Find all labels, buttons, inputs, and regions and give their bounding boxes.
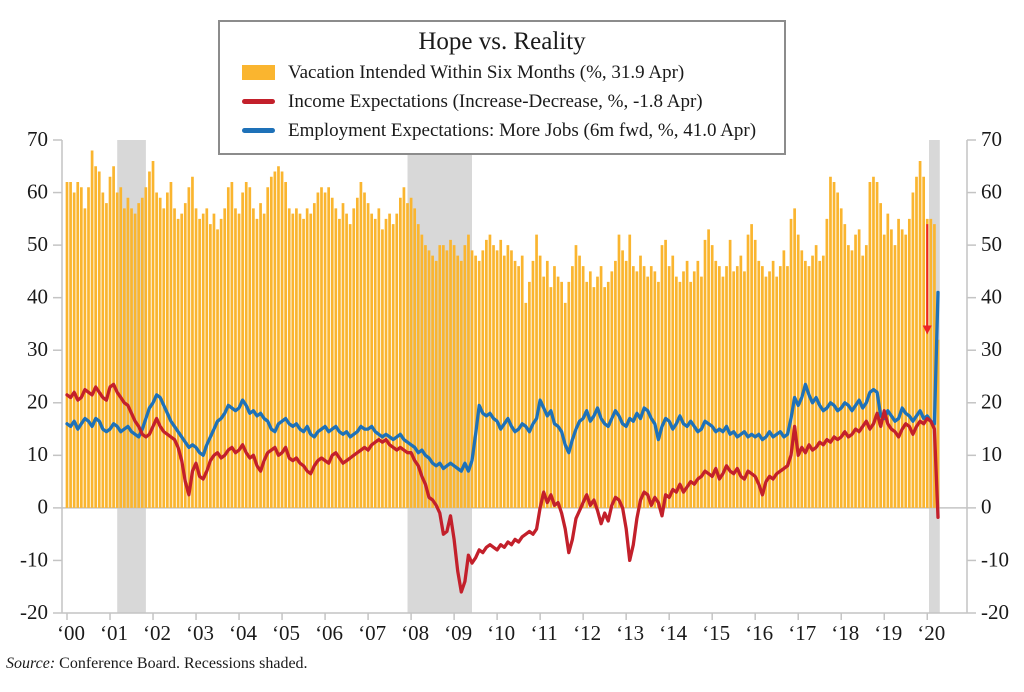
- y-axis-label-right: -10: [981, 547, 1009, 571]
- x-axis-label: ‘16: [745, 621, 773, 645]
- legend-label-employment: Employment Expectations: More Jobs (6m f…: [288, 119, 757, 141]
- y-axis-label-right: 70: [981, 127, 1002, 151]
- x-axis-label: ‘12: [573, 621, 601, 645]
- income-line-series: [65, 382, 940, 594]
- y-axis-label-left: 70: [27, 127, 48, 151]
- income-line-swatch-icon: [242, 99, 275, 104]
- vacation-bar-swatch-icon: [242, 65, 275, 80]
- y-axis-label-left: 10: [27, 442, 48, 466]
- employment-line-series: [65, 290, 940, 473]
- y-axis-label-right: 0: [981, 495, 992, 519]
- x-axis-label: ‘11: [531, 621, 558, 645]
- chart-legend: Hope vs. Reality Vacation Intended Withi…: [218, 20, 786, 155]
- source-prefix: Source:: [6, 655, 56, 672]
- x-axis-label: ‘18: [831, 621, 859, 645]
- x-axis-label: ‘06: [315, 621, 343, 645]
- x-axis-label: ‘20: [917, 621, 945, 645]
- x-axis-label: ‘05: [272, 621, 300, 645]
- y-axis-label-left: 0: [38, 495, 49, 519]
- legend-label-vacation: Vacation Intended Within Six Months (%, …: [288, 61, 685, 83]
- x-axis-label: ‘13: [616, 621, 644, 645]
- y-axis-label-left: 60: [27, 179, 48, 203]
- x-axis-label: ‘14: [659, 621, 687, 645]
- plunge-arrowhead-icon: [922, 325, 932, 335]
- y-axis-label-right: 40: [981, 284, 1002, 308]
- employment-line-swatch-icon: [242, 128, 275, 133]
- y-axis-label-left: -10: [20, 547, 48, 571]
- legend-label-income: Income Expectations (Increase-Decrease, …: [288, 90, 703, 112]
- legend-item-income: Income Expectations (Increase-Decrease, …: [220, 87, 784, 116]
- vacation-bars-series: [65, 150, 940, 508]
- y-axis-label-left: 40: [27, 284, 48, 308]
- legend-item-employment: Employment Expectations: More Jobs (6m f…: [220, 116, 784, 145]
- y-axis-label-left: 30: [27, 337, 48, 361]
- y-axis-label-left: 50: [27, 232, 48, 256]
- y-axis-label-right: -20: [981, 600, 1009, 624]
- y-axis-label-right: 60: [981, 179, 1002, 203]
- x-axis-label: ‘04: [229, 621, 257, 645]
- y-axis-label-right: 50: [981, 232, 1002, 256]
- y-axis-label-right: 10: [981, 442, 1002, 466]
- x-axis-label: ‘00: [57, 621, 85, 645]
- y-axis-label-left: -20: [20, 600, 48, 624]
- x-axis-label: ‘03: [186, 621, 214, 645]
- x-axis-label: ‘08: [401, 621, 429, 645]
- source-text: Conference Board. Recessions shaded.: [55, 655, 308, 672]
- x-axis-label: ‘02: [143, 621, 171, 645]
- chart-title: Hope vs. Reality: [418, 28, 586, 55]
- y-axis-label-right: 30: [981, 337, 1002, 361]
- chart-canvas: -20 -20 -10 -10 0 0 10 10 20 20 30 30 40 40 50 50 60 60 70…: [20, 127, 1009, 645]
- source-note: Source: Conference Board. Recessions sha…: [6, 655, 308, 673]
- x-axis-label: ‘15: [702, 621, 730, 645]
- x-axis-label: ‘09: [444, 621, 472, 645]
- x-axis-label: ‘19: [874, 621, 902, 645]
- x-axis-label: ‘07: [358, 621, 386, 645]
- x-axis-label: ‘01: [100, 621, 128, 645]
- legend-item-vacation: Vacation Intended Within Six Months (%, …: [220, 58, 784, 87]
- x-axis-label: ‘17: [788, 621, 816, 645]
- y-axis-label-left: 20: [27, 390, 48, 414]
- y-axis-label-right: 20: [981, 390, 1002, 414]
- x-axis-label: ‘10: [487, 621, 515, 645]
